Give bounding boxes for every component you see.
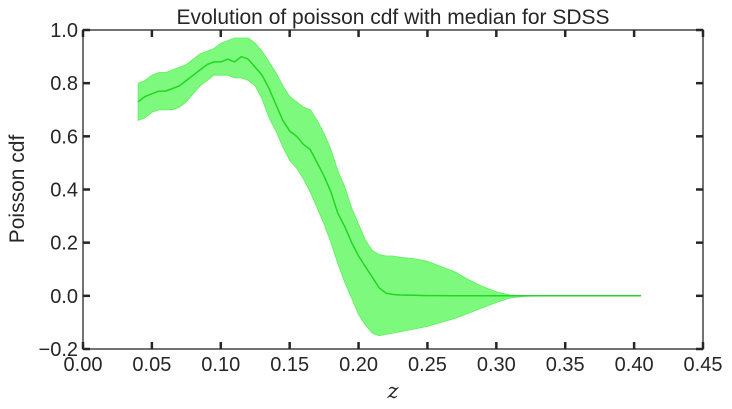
- x-tick-label: 0.00: [64, 354, 103, 376]
- x-tick-label: 0.35: [546, 354, 585, 376]
- x-tick-label: 0.40: [615, 354, 654, 376]
- axis-tick-labels: 0.00 0.05 0.10 0.15 0.20 0.25 0.30 0.35 0.40 0.45…: [39, 20, 723, 376]
- y-tick-label: 0.0: [50, 286, 78, 308]
- x-axis-label: z: [386, 379, 399, 403]
- y-tick-label: 0.4: [50, 180, 78, 202]
- x-tick-label: 0.05: [132, 354, 171, 376]
- plot-frame: [82, 29, 704, 350]
- y-tick-label: 1.0: [50, 20, 78, 42]
- x-tick-label: 0.30: [477, 354, 516, 376]
- median-line: [137, 55, 641, 297]
- x-tick-label: 0.20: [339, 354, 378, 376]
- x-tick-label: 0.45: [684, 354, 723, 376]
- y-tick-label: 0.8: [50, 73, 78, 95]
- confidence-band: [137, 37, 641, 337]
- y-tick-label: −0.2: [39, 339, 78, 361]
- y-tick-label: 0.6: [50, 126, 78, 148]
- x-tick-label: 0.25: [408, 354, 447, 376]
- chart-title: Evolution of poisson cdf with median for…: [176, 6, 609, 29]
- x-tick-label: 0.15: [270, 354, 309, 376]
- y-tick-label: 0.2: [50, 233, 78, 255]
- x-tick-label: 0.10: [201, 354, 240, 376]
- y-axis-label: Poisson cdf: [6, 135, 29, 244]
